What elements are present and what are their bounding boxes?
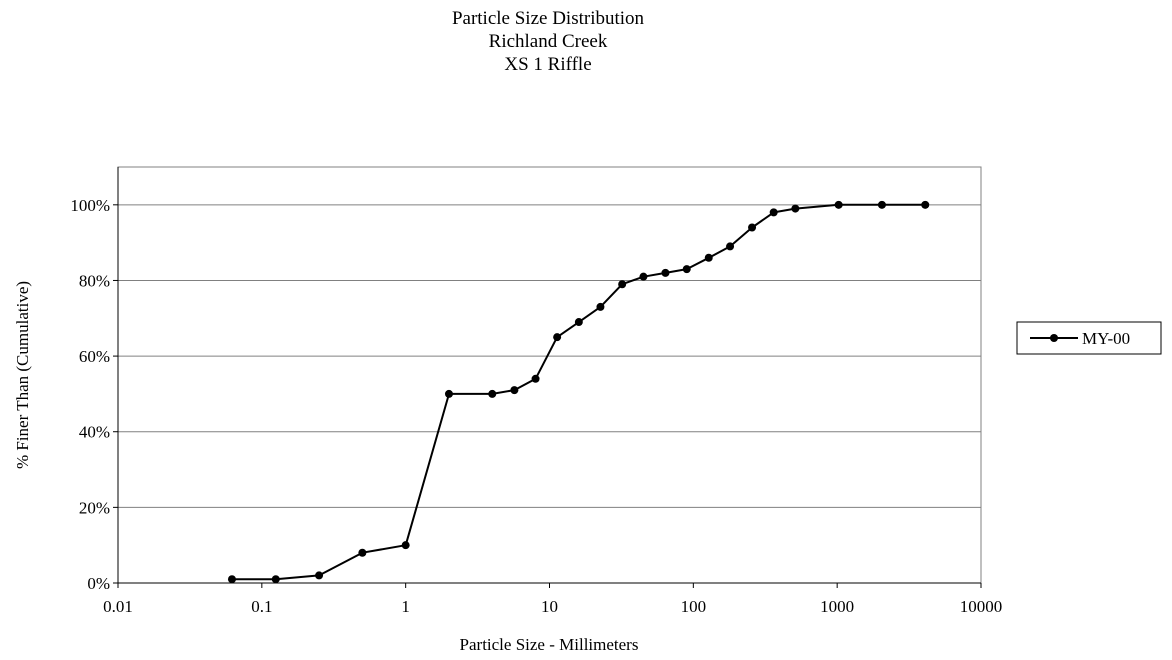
plot-area (117, 166, 982, 584)
data-point (834, 200, 843, 209)
data-point (401, 541, 410, 550)
data-point (315, 571, 324, 580)
data-point (791, 204, 800, 213)
series-group (227, 200, 930, 584)
y-axis-ticks: 0% 20% 40% 60% 80% 100% (70, 196, 118, 593)
y-tick-label: 40% (79, 423, 110, 442)
legend-entry-label: MY-00 (1082, 329, 1130, 348)
data-point (444, 389, 453, 398)
x-axis-ticks: 0.01 0.1 1 10 100 1000 10000 (103, 583, 1002, 616)
chart-title-line-1: Particle Size Distribution (451, 8, 645, 29)
x-axis-label: Particle Size - Millimeters (460, 635, 639, 654)
x-tick-label: 10000 (960, 597, 1003, 616)
x-tick-label: 100 (681, 597, 707, 616)
data-point (358, 548, 367, 557)
y-tick-label: 60% (79, 347, 110, 366)
data-point (726, 242, 735, 251)
data-point (618, 280, 627, 289)
x-tick-label: 0.01 (103, 597, 133, 616)
y-tick-label: 0% (87, 574, 110, 593)
y-tick-label: 100% (70, 196, 110, 215)
data-point (596, 302, 605, 311)
data-point (682, 265, 691, 274)
data-point (748, 223, 757, 232)
chart-title-line-3: XS 1 Riffle (504, 54, 592, 75)
chart-title-line-2: Richland Creek (488, 31, 608, 52)
x-tick-label: 1000 (820, 597, 854, 616)
data-point (488, 389, 497, 398)
y-tick-label: 20% (79, 498, 110, 517)
data-point (769, 208, 778, 217)
data-point (704, 253, 713, 262)
data-point (553, 333, 562, 342)
data-point (877, 200, 886, 209)
legend-marker-swatch (1050, 334, 1058, 342)
data-point (227, 575, 236, 584)
legend: MY-00 (1016, 321, 1162, 355)
x-tick-label: 0.1 (251, 597, 272, 616)
data-point (510, 386, 519, 395)
x-tick-label: 10 (541, 597, 558, 616)
x-tick-label: 1 (401, 597, 410, 616)
data-point (574, 318, 583, 327)
data-point (661, 268, 670, 277)
data-point (921, 200, 930, 209)
y-axis-label: % Finer Than (Cumulative) (13, 281, 32, 469)
data-point (639, 272, 648, 281)
data-point (271, 575, 280, 584)
y-tick-label: 80% (79, 271, 110, 290)
data-point (531, 374, 540, 383)
